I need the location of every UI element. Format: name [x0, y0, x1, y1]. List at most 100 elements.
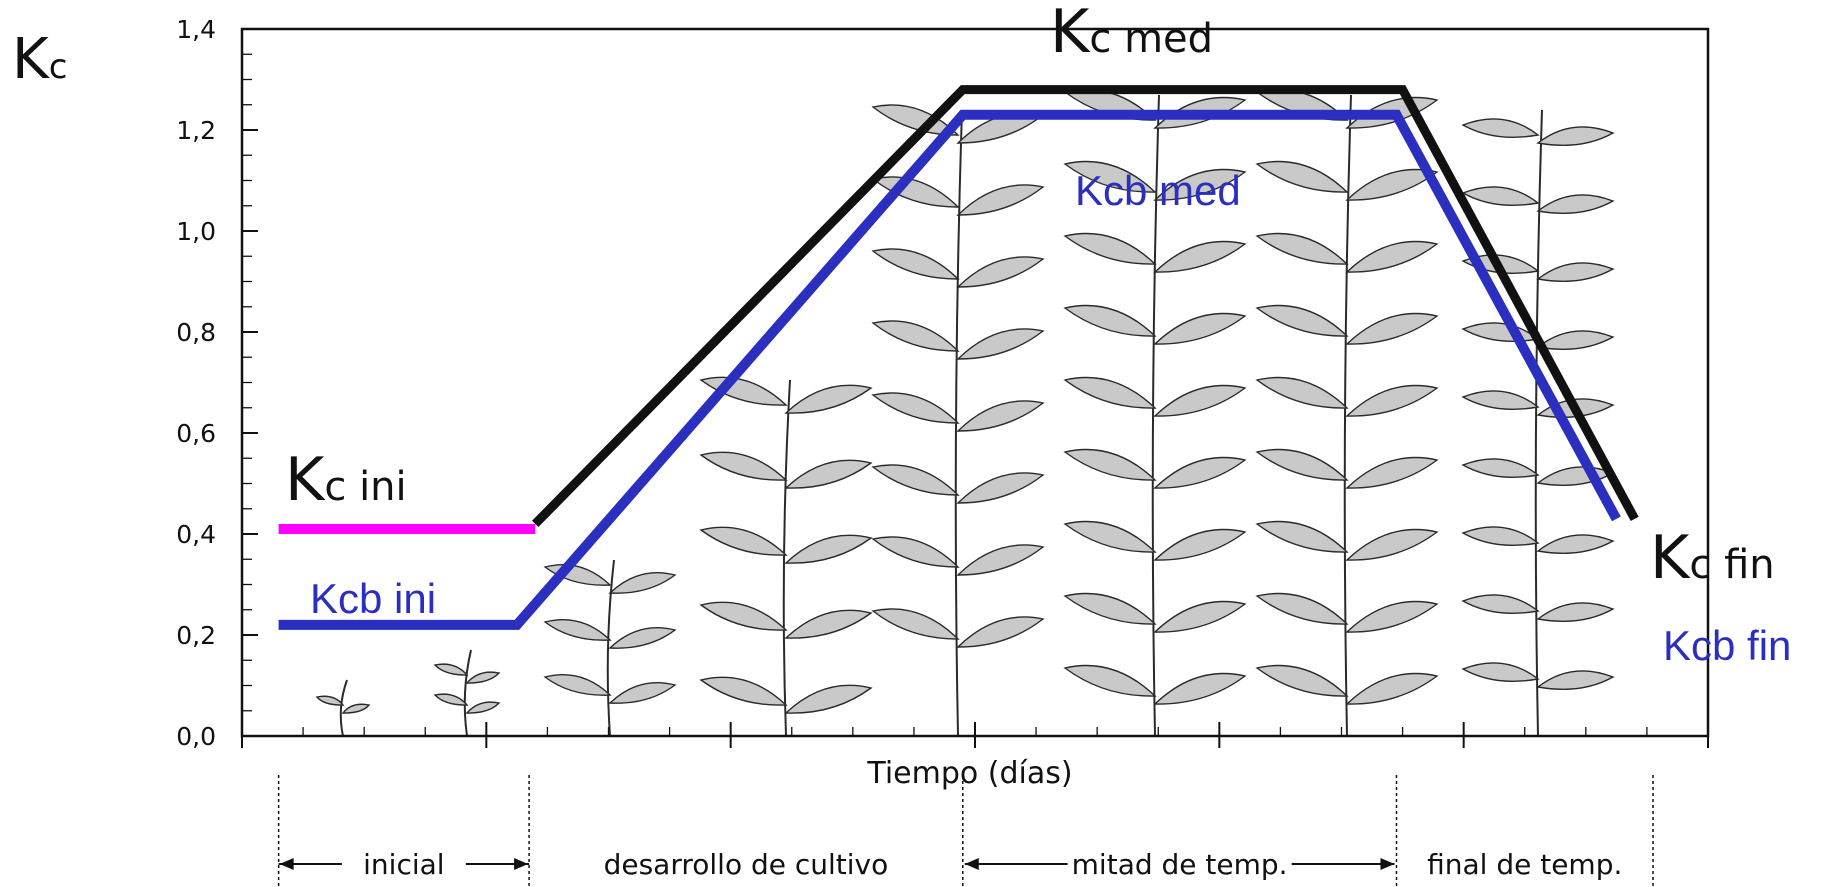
stage-label: inicial	[363, 848, 444, 881]
leaf	[1153, 456, 1247, 489]
leaf	[1255, 232, 1349, 265]
plant-stem	[463, 649, 472, 737]
leaf	[699, 451, 788, 481]
leaf	[956, 616, 1045, 648]
leaf	[784, 459, 873, 489]
leaf	[1063, 448, 1157, 481]
stage-arrowhead	[1380, 858, 1395, 870]
kc-med-label-sub: c med	[1089, 16, 1213, 62]
leaf	[1345, 600, 1439, 633]
leaf	[1536, 534, 1615, 554]
leaf	[1153, 168, 1247, 201]
x-axis-title: Tiempo (días)	[866, 756, 1072, 791]
leaf	[1063, 160, 1157, 193]
leaf	[1153, 384, 1247, 417]
leaf	[1255, 160, 1349, 193]
leaf	[871, 536, 960, 568]
plant-stem	[782, 379, 791, 737]
leaf	[956, 544, 1045, 576]
y-tick-label: 0,6	[176, 419, 216, 448]
leaf	[871, 320, 960, 352]
leaf	[1536, 194, 1615, 214]
leaf	[433, 663, 469, 676]
y-tick-label: 1,2	[176, 116, 216, 145]
leaf	[465, 671, 501, 684]
series-line-kcb	[278, 109, 1621, 630]
leaf	[1153, 312, 1247, 345]
leaf	[1153, 600, 1247, 633]
kcb-med-label: Kcb med	[1075, 167, 1241, 214]
plant-stem	[1343, 94, 1352, 737]
leaf	[608, 572, 677, 594]
leaf	[1345, 384, 1439, 417]
leaf	[956, 472, 1045, 504]
leaf	[1461, 186, 1540, 206]
leaf	[1255, 304, 1349, 337]
stage-bar: inicial desarrollo de cultivo mitad de tem…	[277, 775, 1654, 887]
leaf	[1063, 592, 1157, 625]
leaf	[784, 609, 873, 639]
series-line-kc	[531, 85, 1639, 528]
leaf	[699, 526, 788, 556]
leaf	[315, 695, 345, 706]
leaf	[871, 248, 960, 280]
leaf	[1153, 240, 1247, 273]
leaf	[1255, 448, 1349, 481]
leaf	[1536, 330, 1615, 350]
leaf	[1461, 594, 1540, 614]
leaf	[1345, 528, 1439, 561]
leaf	[1063, 664, 1157, 697]
leaf	[956, 328, 1045, 360]
stage-label: mitad de temp.	[1072, 848, 1288, 881]
leaf	[956, 400, 1045, 432]
leaf	[1063, 232, 1157, 265]
leaf	[1536, 262, 1615, 282]
leaf	[1345, 240, 1439, 273]
y-tick-label: 1,4	[176, 15, 216, 44]
leaf	[699, 676, 788, 706]
leaf	[699, 601, 788, 631]
leaf	[465, 701, 501, 714]
plant-stem	[1151, 94, 1160, 737]
leaf	[1536, 602, 1615, 622]
leaf	[1461, 526, 1540, 546]
leaf	[341, 703, 371, 714]
kc-ini-label-sub: c ini	[324, 464, 406, 510]
kcb-fin-label: Kcb fin	[1663, 622, 1791, 669]
leaf	[1255, 520, 1349, 553]
leaf	[1345, 312, 1439, 345]
leaf	[956, 184, 1045, 216]
leaf	[1153, 672, 1247, 705]
leaf	[608, 627, 677, 649]
leaf	[1255, 376, 1349, 409]
leaf	[433, 693, 469, 706]
leaf	[1063, 304, 1157, 337]
leaf	[1255, 592, 1349, 625]
y-tick-label: 1,0	[176, 217, 216, 246]
axes: 0,0 0,2 0,4 0,6 0,8 1,0 1,2 1,4 Kc Tiempo (días)	[12, 15, 1710, 791]
leaf	[871, 464, 960, 496]
stage-arrowhead	[279, 858, 294, 870]
kc-ini-label: Kc ini	[285, 445, 407, 515]
stage-arrowhead	[964, 858, 979, 870]
leaf	[1461, 662, 1540, 682]
plant-stem	[339, 679, 348, 737]
y-axis-title-sub: c	[49, 47, 68, 87]
y-tick-label: 0,0	[176, 722, 216, 751]
y-axis-title: Kc	[12, 27, 67, 92]
leaf	[1255, 664, 1349, 697]
leaf	[871, 392, 960, 424]
leaf	[871, 608, 960, 640]
leaf	[1536, 126, 1615, 146]
leaf	[1345, 672, 1439, 705]
kcb-ini-label: Kcb ini	[310, 575, 436, 622]
leaf	[543, 674, 612, 696]
leaf	[1461, 390, 1540, 410]
leaf	[1345, 168, 1439, 201]
y-tick-label: 0,4	[176, 520, 216, 549]
leaf	[1345, 456, 1439, 489]
leaf	[1153, 528, 1247, 561]
y-tick-label: 0,8	[176, 318, 216, 347]
leaf	[1536, 670, 1615, 690]
